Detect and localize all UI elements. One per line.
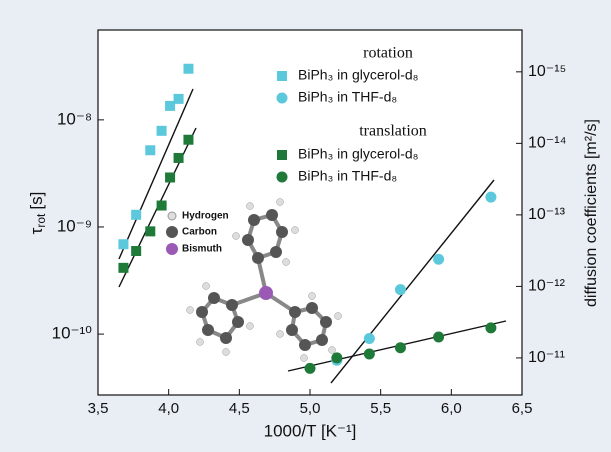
y-label-sub: rot [34, 213, 48, 228]
legend-label: BiPh₃ in THF-d₈ [298, 89, 397, 105]
marker [485, 192, 496, 203]
x-tick-label: 4,0 [158, 400, 179, 417]
molecule-label: Hydrogen [182, 211, 229, 222]
marker [174, 94, 184, 104]
molecule-label: Carbon [182, 227, 217, 238]
legend-hydrogen [168, 212, 176, 220]
legend-label: BiPh₃ in THF-d₈ [298, 168, 397, 184]
y-tick-label: 10⁻¹⁰ [52, 324, 93, 343]
legend-marker [277, 93, 288, 104]
y2-tick-label: 10⁻¹² [528, 278, 566, 295]
bismuth-atom [259, 286, 273, 300]
x-tick-label: 6,5 [512, 400, 533, 417]
y-label-unit: [s] [27, 192, 46, 210]
marker [183, 135, 193, 145]
marker [165, 172, 175, 182]
y-tick-label: 10⁻⁹ [57, 216, 92, 235]
marker [395, 284, 406, 295]
legend-label: BiPh₃ in glycerol-d₈ [298, 146, 418, 162]
x-tick-label: 5,0 [300, 400, 321, 417]
legend-marker [277, 71, 287, 81]
marker [364, 333, 375, 344]
y2-tick-label: 10⁻¹¹ [528, 349, 565, 366]
legend-marker [277, 150, 287, 160]
x-tick-label: 3,5 [88, 400, 109, 417]
marker [131, 210, 141, 220]
x-tick-label: 4,5 [229, 400, 250, 417]
marker [364, 348, 375, 359]
marker [131, 246, 141, 256]
marker [305, 363, 316, 374]
y-tick-label: 10⁻⁸ [57, 109, 92, 128]
legend-group-title: rotation [363, 45, 413, 62]
y2-tick-label: 10⁻¹⁴ [528, 135, 567, 152]
legend-carbon [166, 226, 178, 238]
marker [433, 332, 444, 343]
marker [174, 153, 184, 163]
x-tick-label: 6,0 [441, 400, 462, 417]
marker [485, 322, 496, 333]
marker [118, 263, 128, 273]
marker [145, 226, 155, 236]
marker [395, 342, 406, 353]
legend-marker [277, 172, 288, 183]
legend-label: BiPh₃ in glycerol-d₈ [298, 67, 418, 83]
y2-tick-label: 10⁻¹³ [528, 206, 566, 223]
x-tick-label: 5,5 [370, 400, 391, 417]
legend-group-title: translation [359, 123, 427, 140]
y2-tick-label: 10⁻¹⁵ [528, 63, 566, 80]
marker [157, 201, 167, 211]
legend-bismuth [166, 243, 178, 255]
molecule-label: Bismuth [182, 244, 222, 255]
marker [118, 239, 128, 249]
marker [145, 145, 155, 155]
marker [433, 254, 444, 265]
x-axis-label: 1000/T [K⁻¹] [264, 421, 357, 440]
marker [183, 64, 193, 74]
marker [157, 126, 167, 136]
plot-area [98, 30, 522, 395]
marker [331, 352, 342, 363]
y2-axis-label: diffusion coefficients [m²/s] [583, 119, 600, 307]
chart: Hydrogen Carbon Bismuth 1000/T [K⁻¹] τro… [0, 0, 611, 452]
